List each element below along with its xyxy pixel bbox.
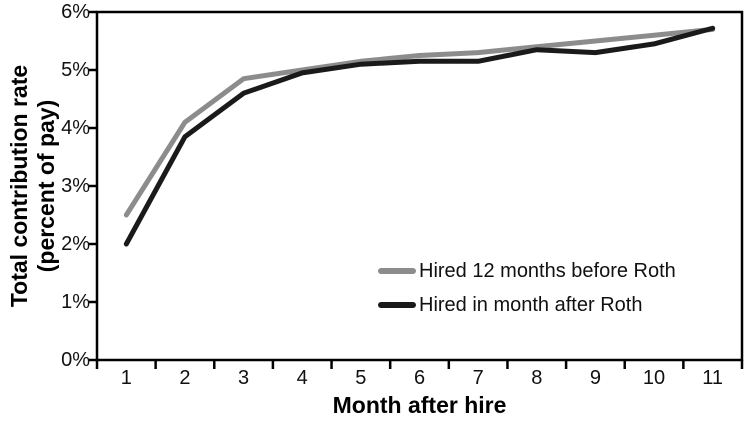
- legend-label: Hired in month after Roth: [419, 293, 643, 316]
- y-tick-label: 2%: [61, 233, 90, 255]
- y-tick-label: 3%: [61, 175, 90, 197]
- y-tick-label: 4%: [61, 117, 90, 139]
- x-axis-title: Month after hire: [332, 392, 507, 418]
- x-tick-label: 7: [472, 367, 484, 389]
- x-tick-label: 8: [531, 367, 543, 389]
- data-line-hired-after-roth: [123, 25, 716, 247]
- data-line-hired-before-roth: [123, 26, 716, 218]
- x-tick-label: 3: [238, 367, 250, 389]
- x-tick-label: 1: [120, 367, 132, 389]
- x-tick-label: 10: [642, 367, 666, 389]
- x-tick-label: 5: [355, 367, 367, 389]
- x-tick-label: 6: [413, 367, 426, 389]
- legend-label: Hired 12 months before Roth: [419, 259, 676, 282]
- y-axis-title-line2: (percent of pay): [33, 99, 59, 273]
- x-tick-label: 9: [589, 367, 601, 389]
- legend-item-black: Hired in month after Roth: [378, 292, 676, 318]
- x-tick-label: 11: [702, 367, 724, 389]
- y-tick-label: 6%: [61, 1, 90, 23]
- y-axis-title: Total contribution rate (percent of pay): [6, 26, 62, 346]
- legend-line-swatch-gray: [378, 268, 416, 274]
- legend-line-swatch-black: [378, 302, 416, 308]
- y-tick-label: 5%: [61, 59, 90, 81]
- legend: Hired 12 months before Roth Hired in mon…: [378, 258, 676, 318]
- y-tick-label: 1%: [61, 291, 90, 313]
- legend-item-gray: Hired 12 months before Roth: [378, 258, 676, 284]
- x-tick-label: 4: [296, 367, 308, 389]
- y-tick-label: 0%: [61, 349, 90, 371]
- y-axis-title-line1: Total contribution rate: [6, 64, 32, 308]
- x-tick-label: 2: [179, 367, 191, 389]
